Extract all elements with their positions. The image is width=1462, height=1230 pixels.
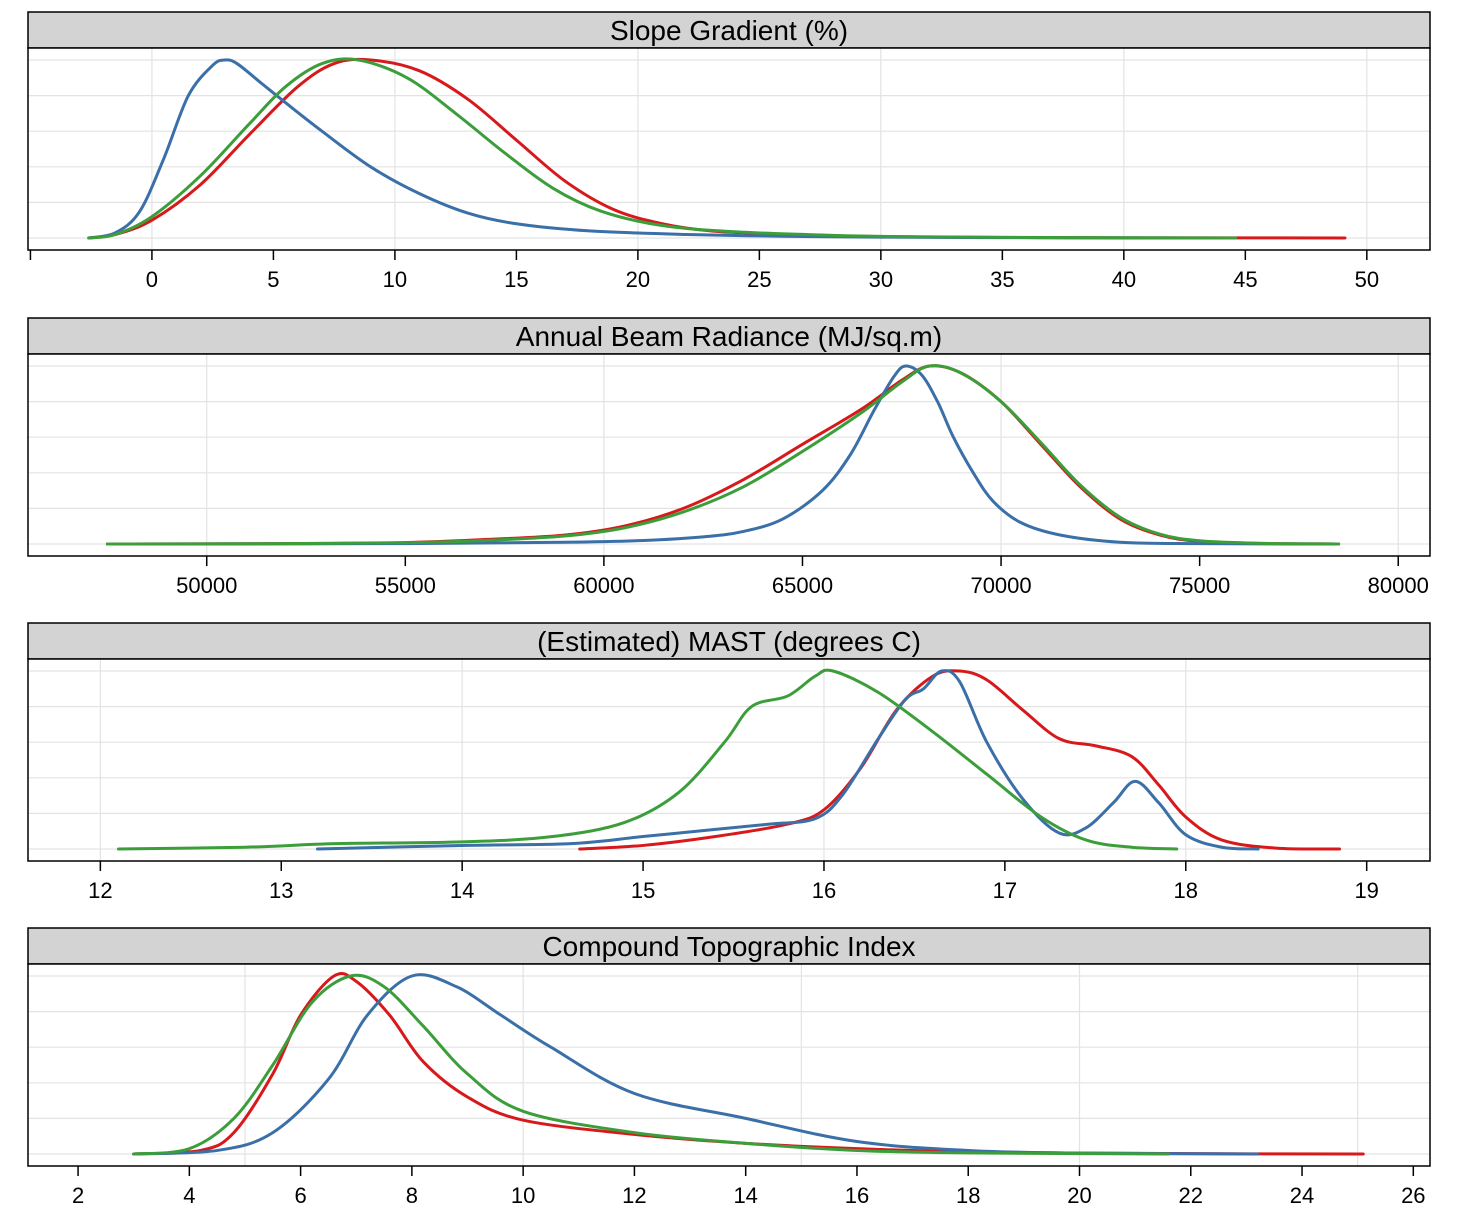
panel-2: Annual Beam Radiance (MJ/sq.m) 50000 55000… [27,317,1431,598]
density-curve-green [116,668,1179,851]
x-tick-label: 22 [1179,1183,1203,1208]
x-tick-label: 20 [626,267,650,292]
density-curve-blue [315,669,1260,851]
x-tick-label: 30 [869,267,893,292]
x-tick-label: 16 [845,1183,869,1208]
x-tick-label: 15 [631,878,655,903]
panel-3: (Estimated) MAST (degrees C) 12 13 14 15 16 17… [27,622,1431,903]
strip-header [27,622,1431,660]
x-tick-label: 13 [269,878,293,903]
x-tick-label: 75000 [1169,573,1230,598]
density-curve-green [87,57,1238,240]
plot-area [28,48,1430,250]
x-tick-label: 2 [72,1183,84,1208]
x-tick-label: 18 [1174,878,1198,903]
x-tick-label: 18 [956,1183,980,1208]
x-tick-label: 70000 [970,573,1031,598]
x-tick-label: 80000 [1368,573,1429,598]
strip-header [27,927,1431,965]
x-tick-label: 60000 [573,573,634,598]
x-tick-label: 25 [747,267,771,292]
strip-header [27,11,1431,49]
x-tick-label: 17 [993,878,1017,903]
panel-title: (Estimated) MAST (degrees C) [537,626,921,657]
plot-border [27,963,1431,1167]
x-tick-label: 24 [1290,1183,1314,1208]
plot-border [27,658,1431,862]
x-tick-label: 6 [294,1183,306,1208]
x-tick-label: 12 [622,1183,646,1208]
panel-title: Annual Beam Radiance (MJ/sq.m) [516,321,942,352]
x-tick-label: 50 [1355,267,1379,292]
x-tick-label: 0 [146,267,158,292]
x-tick-label: 45 [1233,267,1257,292]
x-tick-label: 19 [1354,878,1378,903]
x-tick-label: 15 [504,267,528,292]
x-tick-label: 14 [450,878,474,903]
x-tick-label: 50000 [176,573,237,598]
x-tick-label: 40 [1112,267,1136,292]
x-tick-label: 10 [383,267,407,292]
x-tick-label: 20 [1067,1183,1091,1208]
x-tick-label: 12 [88,878,112,903]
panel-title: Slope Gradient (%) [610,15,848,46]
x-tick-label: 10 [511,1183,535,1208]
x-tick-label: 14 [733,1183,757,1208]
density-curve-red [578,669,1342,851]
density-curve-green [132,973,1171,1156]
density-curve-blue [132,973,1260,1156]
x-tick-label: 4 [183,1183,195,1208]
density-curve-blue [105,364,1341,546]
plot-area [28,964,1430,1166]
panel-1: Slope Gradient (%) 0 5 10 15 20 25 30 35 40 45 50 [27,11,1431,292]
density-curve-green [105,364,1341,546]
panels: Slope Gradient (%) 0 5 10 15 20 25 30 35 40 45 50 An… [27,11,1431,1208]
strip-header [27,317,1431,355]
plot-border [27,47,1431,251]
x-tick-label: 26 [1401,1183,1425,1208]
x-tick-label: 16 [812,878,836,903]
plot-area [28,659,1430,861]
x-tick-label: 65000 [772,573,833,598]
plot-border [27,353,1431,557]
panel-title: Compound Topographic Index [542,931,915,962]
x-tick-label: 55000 [375,573,436,598]
x-tick-label: 8 [406,1183,418,1208]
plot-area [28,354,1430,556]
x-tick-label: 35 [990,267,1014,292]
x-tick-label: 5 [267,267,279,292]
